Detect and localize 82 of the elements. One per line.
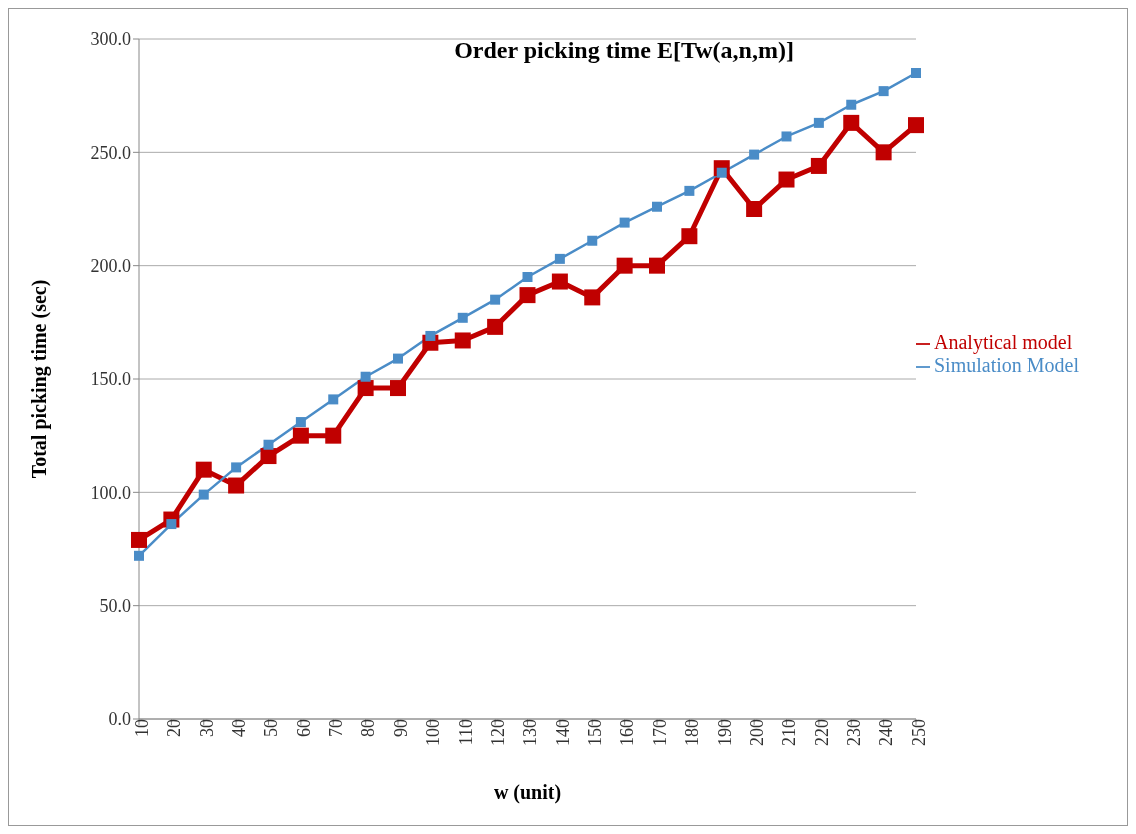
point (425, 330, 436, 341)
x-tick-label: 30 (196, 719, 217, 737)
point (749, 149, 760, 160)
point (813, 117, 824, 128)
point (260, 448, 277, 465)
point (231, 462, 242, 473)
x-tick-label: 170 (649, 719, 670, 746)
x-tick-label: 50 (261, 719, 282, 737)
point (551, 273, 568, 290)
x-tick-label: 60 (293, 719, 314, 737)
x-tick-label: 110 (455, 719, 476, 746)
x-axis-title: w (unit) (493, 781, 562, 804)
point (134, 550, 144, 561)
x-tick-label: 10 (131, 719, 152, 737)
point (746, 201, 763, 217)
point (619, 217, 630, 228)
x-tick-label: 100 (423, 719, 444, 746)
point (649, 257, 665, 274)
x-tick-label: 190 (714, 719, 735, 746)
point (519, 287, 536, 304)
point (911, 68, 921, 78)
legend-label: Analytical model (934, 331, 1073, 353)
x-tick-label: 230 (844, 719, 865, 746)
point (684, 185, 695, 196)
legend-label: Simulation Model (934, 354, 1079, 376)
y-tick-label: 300.0 (90, 29, 131, 50)
x-tick-label: 80 (358, 719, 379, 737)
point (681, 228, 698, 245)
chart-title: Order picking time E[Tw(a,n,m)] (454, 37, 794, 63)
x-tick-label: 40 (228, 719, 249, 737)
point (325, 427, 342, 444)
point (878, 86, 889, 97)
point (328, 394, 339, 405)
point (487, 318, 504, 335)
x-tick-label: 150 (585, 719, 606, 746)
x-tick-label: 220 (811, 719, 832, 746)
y-tick-label: 0.0 (108, 709, 131, 730)
y-tick-label: 250.0 (90, 142, 131, 163)
point (454, 332, 471, 349)
y-tick-label: 200.0 (90, 256, 131, 277)
point (295, 417, 306, 428)
point (490, 294, 501, 305)
point (263, 439, 274, 450)
point (781, 131, 792, 142)
point (778, 171, 795, 188)
x-tick-label: 160 (617, 719, 638, 746)
y-axis-title: Total picking time (sec) (28, 279, 52, 479)
point (908, 117, 924, 134)
point (393, 353, 403, 364)
y-tick-label: 50.0 (99, 596, 131, 617)
point (131, 531, 147, 548)
point (228, 477, 245, 494)
point (843, 114, 860, 131)
point (554, 253, 565, 264)
point (810, 157, 827, 174)
point (198, 489, 209, 500)
x-tick-label: 120 (487, 719, 508, 746)
x-tick-label: 250 (908, 719, 929, 746)
x-tick-label: 240 (876, 719, 897, 746)
point (875, 144, 892, 161)
point (522, 272, 533, 282)
y-tick-label: 150.0 (90, 369, 131, 390)
point (457, 312, 468, 323)
point (390, 380, 406, 397)
point (846, 99, 857, 110)
point (584, 289, 601, 306)
y-tick-label: 100.0 (90, 482, 131, 503)
point (587, 235, 598, 246)
x-tick-label: 180 (682, 719, 703, 746)
x-tick-label: 200 (746, 719, 767, 746)
point (360, 371, 371, 382)
point (357, 380, 374, 397)
point (292, 427, 309, 444)
point (195, 461, 212, 478)
x-tick-label: 20 (164, 719, 185, 737)
point (652, 201, 662, 212)
x-tick-label: 140 (552, 719, 573, 746)
x-tick-label: 210 (779, 719, 800, 746)
x-tick-label: 130 (520, 719, 541, 746)
point (616, 257, 633, 274)
x-tick-label: 70 (326, 719, 347, 737)
x-tick-label: 90 (390, 719, 411, 737)
